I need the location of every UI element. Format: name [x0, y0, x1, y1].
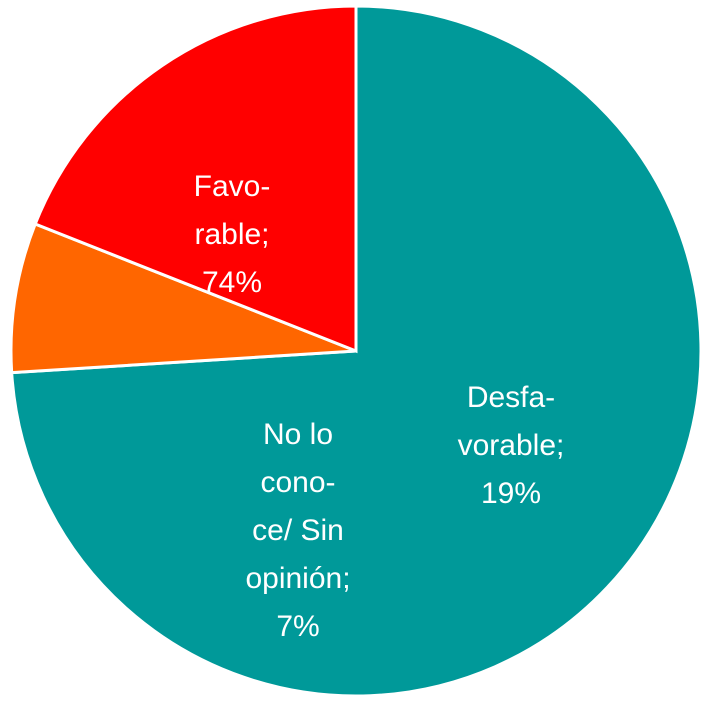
pie-label-no-lo-conoce: No lo cono-ce/ Sin opinión; 7% [245, 418, 350, 643]
pie-label-desfavorable: Desfa-vorable; 19% [458, 381, 565, 510]
pie-label-line: 74% [202, 266, 262, 299]
pie-label-line: 7% [276, 610, 319, 643]
pie-label-line: opinión; [245, 562, 350, 595]
pie-label-line: Desfa- [467, 381, 555, 414]
pie-label-favorable: Favo-rable; 74% [194, 170, 271, 299]
pie-label-line: 19% [481, 477, 541, 510]
pie-label-line: ce/ Sin [252, 514, 344, 547]
pie-slice-desfavorable [33, 4, 358, 354]
pie-labels: Favo-rable; 74% No lo cono-ce/ Sin opinión; 7… [194, 170, 565, 643]
pie-label-line: cono- [260, 466, 335, 499]
pie-label-line: vorable; [458, 429, 565, 462]
pie-slice-no-lo-conoce [9, 222, 357, 375]
pie-label-line: Favo- [194, 170, 271, 203]
pie-label-line: No lo [263, 418, 333, 451]
pie-slices [9, 4, 703, 698]
pie-label-line: rable; [194, 218, 269, 251]
